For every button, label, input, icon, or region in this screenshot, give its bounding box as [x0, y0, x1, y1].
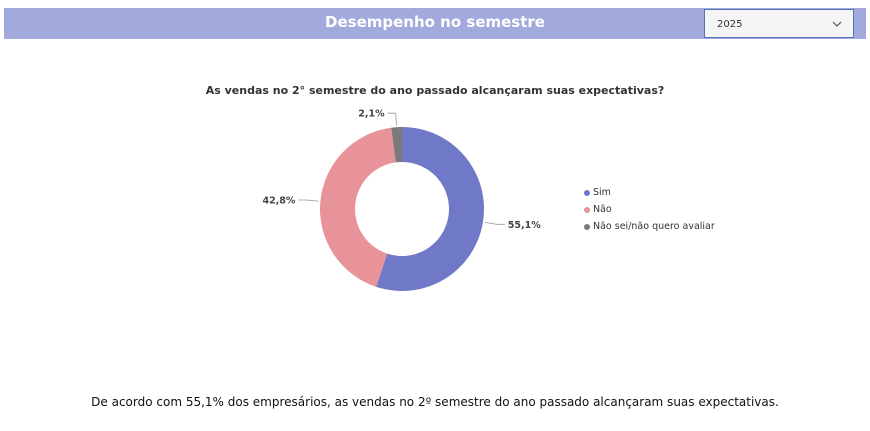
- legend-item-sim: Sim: [584, 187, 611, 198]
- legend-label-sim: Sim: [593, 187, 611, 198]
- slice-nao-sei: [391, 127, 402, 163]
- chevron-down-icon: [832, 21, 842, 27]
- page-title: Desempenho no semestre: [325, 13, 545, 31]
- year-dropdown-value: 2025: [717, 19, 743, 30]
- slice-nao: [320, 127, 396, 287]
- summary-text: De acordo com 55,1% dos empresários, as …: [91, 395, 779, 409]
- leader-line-sim: [484, 222, 505, 225]
- leader-line-nao: [298, 199, 319, 202]
- legend-label-nao: Não: [593, 204, 612, 215]
- slice-sim: [376, 127, 485, 291]
- data-label-nao-sei: 2,1%: [358, 109, 385, 120]
- legend-dot-nao: [584, 206, 590, 213]
- legend-item-nao: Não: [584, 204, 612, 215]
- legend-label-nao-sei: Não sei/não quero avaliar: [593, 221, 715, 232]
- leader-line-nao-sei: [387, 112, 397, 126]
- legend-dot-sim: [584, 189, 590, 196]
- chart-title: As vendas no 2° semestre do ano passado …: [205, 84, 665, 97]
- legend-dot-nao-sei: [584, 223, 590, 230]
- year-dropdown[interactable]: 2025: [704, 9, 854, 38]
- data-label-sim: 55,1%: [508, 220, 541, 231]
- legend-item-nao-sei: Não sei/não quero avaliar: [584, 221, 715, 232]
- data-label-nao: 42,8%: [262, 195, 295, 206]
